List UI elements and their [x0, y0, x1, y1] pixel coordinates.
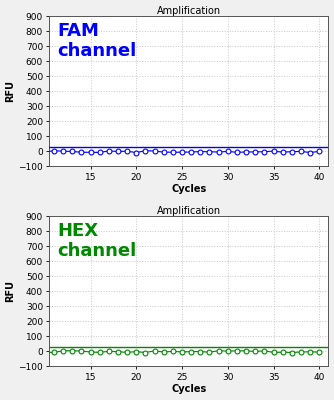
Text: HEX
channel: HEX channel — [58, 222, 137, 260]
Text: FAM
channel: FAM channel — [58, 22, 137, 60]
Y-axis label: RFU: RFU — [6, 280, 16, 302]
Title: Amplification: Amplification — [157, 206, 221, 216]
X-axis label: Cycles: Cycles — [171, 184, 206, 194]
Y-axis label: RFU: RFU — [6, 80, 16, 102]
Title: Amplification: Amplification — [157, 6, 221, 16]
X-axis label: Cycles: Cycles — [171, 384, 206, 394]
